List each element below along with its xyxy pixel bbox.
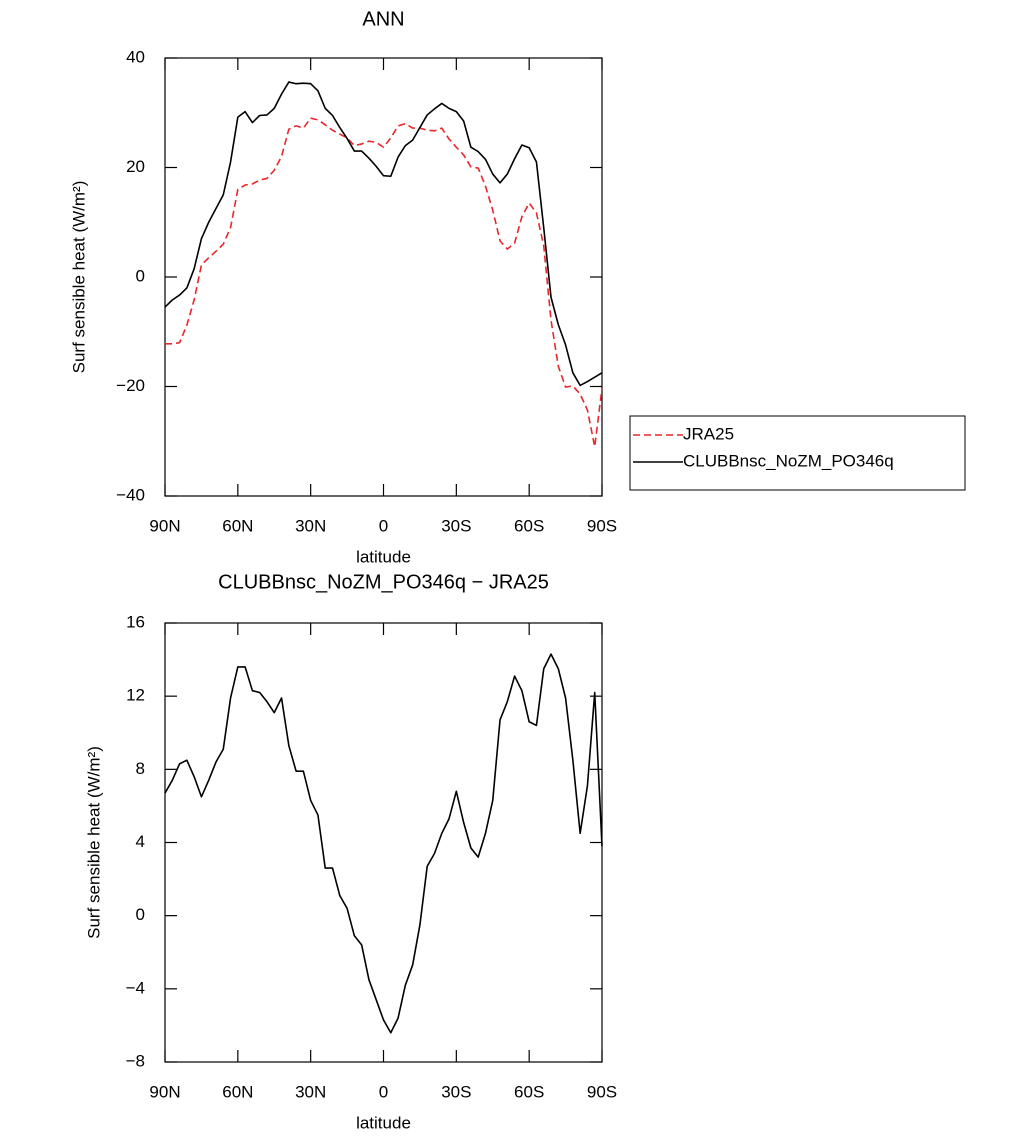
data-line — [164, 653, 603, 1034]
y-axis-label: Surf sensible heat (W/m²) — [69, 181, 88, 374]
x-tick-label: 60N — [222, 516, 253, 535]
plot-frame — [164, 57, 603, 497]
legend-box — [629, 415, 966, 491]
x-tick-label: 90N — [149, 1082, 180, 1101]
x-tick-label: 30S — [441, 1082, 471, 1101]
y-tick-label: 20 — [126, 157, 145, 176]
x-tick-label: 90S — [587, 1082, 617, 1101]
x-axis-label: latitude — [356, 1113, 411, 1132]
x-tick-label: 60S — [514, 1082, 544, 1101]
plot-frame — [164, 622, 603, 1063]
y-tick-label: 40 — [126, 47, 145, 66]
x-tick-label: 30N — [295, 516, 326, 535]
x-axis-label: latitude — [356, 547, 411, 566]
y-tick-label: −40 — [116, 485, 145, 504]
y-tick-label: 12 — [126, 686, 145, 705]
x-tick-label: 0 — [379, 516, 388, 535]
x-tick-label: 60N — [222, 1082, 253, 1101]
y-tick-label: 4 — [136, 832, 145, 851]
y-tick-label: 0 — [136, 266, 145, 285]
x-tick-label: 90N — [149, 516, 180, 535]
legend-label: JRA25 — [683, 424, 734, 443]
x-tick-label: 0 — [379, 1082, 388, 1101]
y-tick-label: −20 — [116, 376, 145, 395]
y-tick-label: 16 — [126, 612, 145, 631]
y-tick-label: −4 — [126, 978, 145, 997]
x-tick-label: 30N — [295, 1082, 326, 1101]
y-tick-label: 8 — [136, 759, 145, 778]
chart-title: ANN — [362, 8, 404, 30]
x-tick-label: 30S — [441, 516, 471, 535]
x-tick-label: 90S — [587, 516, 617, 535]
y-tick-label: 0 — [136, 905, 145, 924]
y-axis-label: Surf sensible heat (W/m²) — [84, 746, 103, 939]
data-line — [164, 81, 603, 387]
data-line — [165, 117, 603, 448]
chart-title: CLUBBnsc_NoZM_PO346q − JRA25 — [218, 571, 549, 593]
y-tick-label: −8 — [126, 1051, 145, 1070]
x-tick-label: 60S — [514, 516, 544, 535]
legend-label: CLUBBnsc_NoZM_PO346q — [683, 451, 894, 470]
